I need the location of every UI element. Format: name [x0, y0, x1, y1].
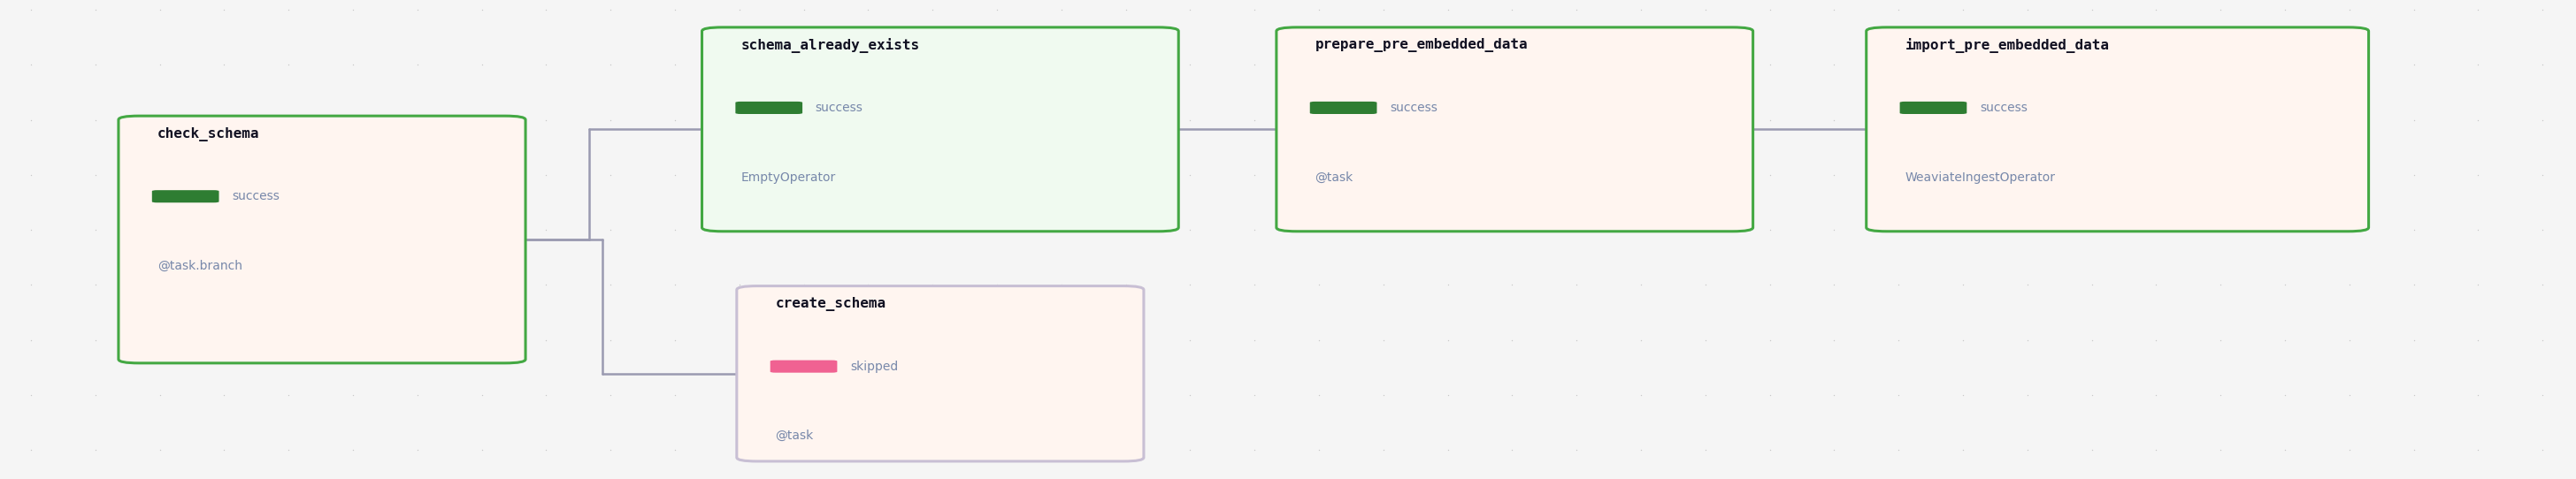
Text: success: success: [232, 190, 281, 203]
FancyBboxPatch shape: [1275, 27, 1752, 231]
Text: success: success: [1391, 102, 1437, 114]
Text: WeaviateIngestOperator: WeaviateIngestOperator: [1906, 171, 2056, 183]
Text: EmptyOperator: EmptyOperator: [742, 171, 835, 183]
FancyBboxPatch shape: [701, 27, 1177, 231]
FancyBboxPatch shape: [1311, 102, 1376, 114]
FancyBboxPatch shape: [770, 360, 837, 373]
Text: success: success: [1978, 102, 2027, 114]
FancyBboxPatch shape: [1901, 102, 1968, 114]
Text: @task: @task: [1314, 171, 1352, 183]
Text: @task: @task: [775, 430, 814, 442]
Text: schema_already_exists: schema_already_exists: [742, 38, 920, 53]
Text: success: success: [817, 102, 863, 114]
FancyBboxPatch shape: [152, 190, 219, 203]
Text: check_schema: check_schema: [157, 127, 260, 141]
FancyBboxPatch shape: [1865, 27, 2370, 231]
Text: prepare_pre_embedded_data: prepare_pre_embedded_data: [1314, 38, 1528, 53]
Text: create_schema: create_schema: [775, 297, 886, 311]
Text: @task.branch: @task.branch: [157, 260, 242, 272]
FancyBboxPatch shape: [737, 102, 804, 114]
FancyBboxPatch shape: [118, 116, 526, 363]
Text: skipped: skipped: [850, 360, 899, 373]
FancyBboxPatch shape: [737, 286, 1144, 461]
Text: import_pre_embedded_data: import_pre_embedded_data: [1906, 38, 2110, 53]
